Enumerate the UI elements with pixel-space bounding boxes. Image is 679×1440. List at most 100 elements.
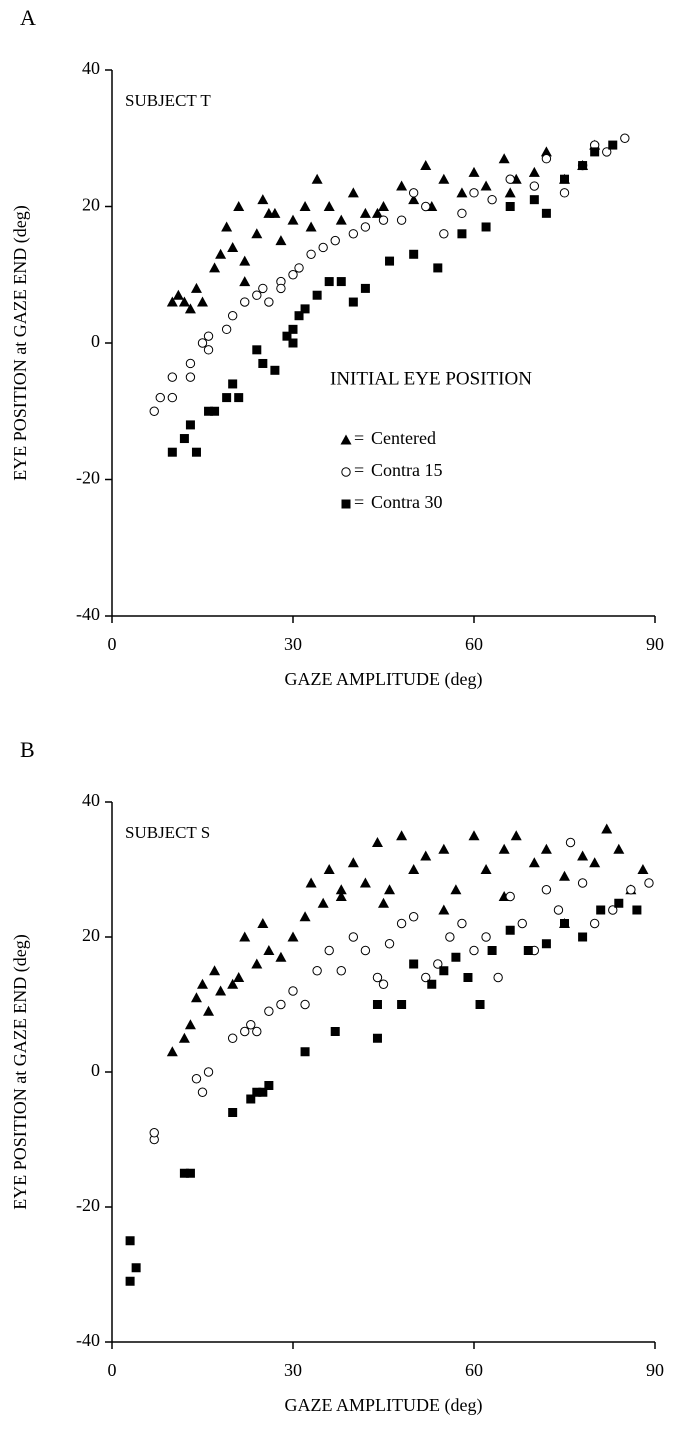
data-point xyxy=(498,153,510,164)
data-point xyxy=(396,830,408,841)
x-axis-title: GAZE AMPLITUDE (deg) xyxy=(285,1395,483,1416)
data-point xyxy=(396,918,407,929)
data-point xyxy=(234,393,244,403)
data-point xyxy=(246,1094,256,1104)
data-point xyxy=(541,208,551,218)
data-point xyxy=(257,918,269,928)
data-point xyxy=(457,229,467,239)
y-tick-label: 20 xyxy=(82,195,100,215)
x-tick-label: 90 xyxy=(646,1360,664,1380)
x-tick-label: 90 xyxy=(646,634,664,654)
y-tick-label: -40 xyxy=(76,604,100,624)
data-point xyxy=(409,249,419,259)
data-point xyxy=(378,201,389,211)
data-point xyxy=(210,406,220,416)
data-point xyxy=(541,939,551,949)
data-point xyxy=(317,897,329,908)
data-point xyxy=(184,303,196,314)
subject-label: SUBJECT S xyxy=(125,823,210,842)
data-point xyxy=(529,195,539,205)
data-point xyxy=(396,180,408,191)
data-point xyxy=(282,331,292,341)
y-tick-label: -40 xyxy=(76,1330,100,1350)
data-point xyxy=(421,201,431,212)
data-point xyxy=(456,187,468,198)
data-point xyxy=(179,434,189,444)
data-point xyxy=(427,979,437,989)
data-point xyxy=(264,1006,274,1016)
data-point xyxy=(608,905,618,915)
panel-label: B xyxy=(20,737,35,762)
data-point xyxy=(433,263,443,273)
data-point xyxy=(228,379,238,389)
data-point xyxy=(348,229,359,239)
data-point xyxy=(359,877,371,888)
x-axis-title: GAZE AMPLITUDE (deg) xyxy=(285,669,483,690)
data-point xyxy=(601,823,613,834)
data-point xyxy=(263,945,275,955)
data-point xyxy=(468,166,480,177)
data-point xyxy=(257,194,269,205)
data-point xyxy=(504,187,516,198)
data-point xyxy=(167,372,178,382)
data-point xyxy=(372,1033,382,1043)
data-point xyxy=(166,1046,178,1057)
data-point xyxy=(360,945,371,956)
data-point xyxy=(191,1074,202,1084)
data-point xyxy=(359,207,371,218)
data-point xyxy=(215,985,227,996)
x-tick-label: 30 xyxy=(284,1360,302,1380)
data-point xyxy=(190,282,202,293)
data-point xyxy=(408,188,419,198)
data-point xyxy=(439,966,449,976)
data-point xyxy=(227,978,239,989)
data-point xyxy=(239,255,251,266)
legend-title: INITIAL EYE POSITION xyxy=(330,368,532,389)
data-point xyxy=(589,857,601,868)
data-point xyxy=(644,878,654,888)
data-point xyxy=(348,297,358,307)
data-point xyxy=(384,884,396,895)
y-tick-label: 40 xyxy=(82,790,100,810)
data-point xyxy=(335,214,347,225)
data-point xyxy=(553,905,564,915)
data-point xyxy=(348,932,359,942)
data-point xyxy=(481,932,491,942)
data-point xyxy=(438,843,450,854)
data-point xyxy=(372,972,383,983)
data-point xyxy=(378,897,389,908)
data-point xyxy=(263,207,275,218)
data-point xyxy=(252,290,262,300)
data-point xyxy=(184,1019,196,1030)
data-point xyxy=(559,188,570,198)
data-point xyxy=(203,1005,215,1016)
y-tick-label: -20 xyxy=(76,468,100,488)
x-tick-label: 0 xyxy=(108,1360,117,1380)
data-point xyxy=(541,885,552,895)
data-point xyxy=(227,1033,238,1043)
data-point xyxy=(577,878,588,888)
data-point xyxy=(614,898,624,908)
data-point xyxy=(167,392,178,403)
data-point xyxy=(305,877,317,888)
data-point xyxy=(246,1020,256,1030)
data-point xyxy=(578,161,588,171)
data-point xyxy=(155,392,165,403)
data-point xyxy=(131,1263,141,1273)
data-point xyxy=(228,1108,238,1117)
data-point xyxy=(457,208,467,219)
y-axis-title: EYE POSITION at GAZE END (deg) xyxy=(10,934,31,1209)
data-point xyxy=(179,1168,189,1178)
data-point xyxy=(445,932,455,942)
data-point xyxy=(294,263,304,273)
data-point xyxy=(222,393,232,403)
data-point xyxy=(251,958,263,969)
data-point xyxy=(589,918,600,929)
data-point xyxy=(324,945,334,956)
x-tick-label: 0 xyxy=(108,634,117,654)
data-point xyxy=(457,918,467,929)
data-point xyxy=(323,864,335,874)
data-point xyxy=(481,222,491,232)
data-point xyxy=(323,201,335,211)
